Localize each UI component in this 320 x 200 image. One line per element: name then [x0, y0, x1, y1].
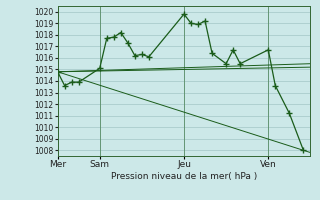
X-axis label: Pression niveau de la mer( hPa ): Pression niveau de la mer( hPa )	[111, 172, 257, 181]
